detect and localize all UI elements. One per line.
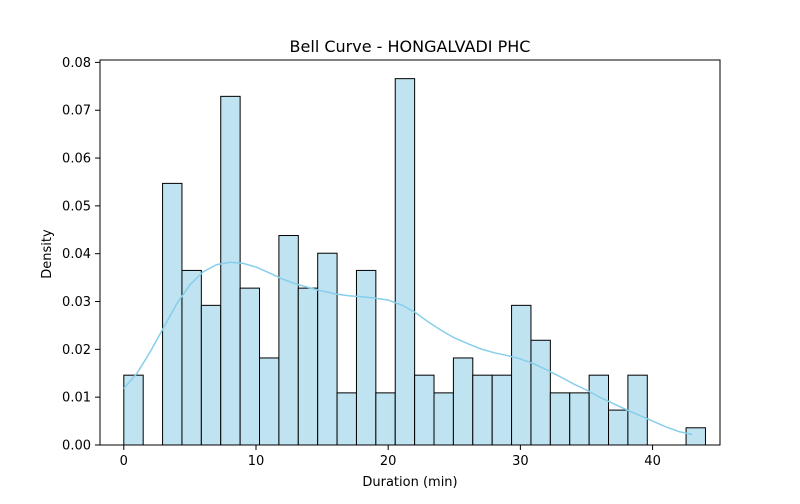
histogram-bar	[336, 392, 357, 446]
histogram-bar	[452, 357, 474, 446]
histogram-bar	[394, 78, 416, 446]
histogram-bar	[375, 392, 396, 446]
y-tick-label: 0.03	[62, 295, 91, 310]
histogram-bar	[200, 304, 222, 446]
histogram-bar	[569, 392, 590, 446]
histogram-bar	[588, 374, 610, 446]
x-axis-ticks: 0 10 20 30 40	[120, 445, 661, 469]
histogram-bar	[317, 252, 338, 446]
histogram-bar	[685, 427, 706, 446]
x-tick-label: 0	[120, 454, 128, 469]
y-axis-ticks: 0.00 0.01 0.02 0.03 0.04 0.05 0.06 0.07 0.08	[62, 56, 100, 454]
y-tick-label: 0.06	[62, 152, 91, 167]
histogram-bar	[627, 374, 648, 446]
histogram-bar	[181, 269, 202, 446]
chart-title: Bell Curve - HONGALVADI PHC	[290, 37, 531, 56]
y-tick-label: 0.07	[62, 104, 91, 119]
y-tick-label: 0.02	[62, 343, 91, 358]
histogram-bar	[297, 287, 319, 446]
histogram-bar	[491, 374, 513, 446]
x-axis-label: Duration (min)	[362, 475, 457, 490]
histogram-bar	[162, 182, 183, 446]
histogram-bar	[239, 287, 261, 446]
plot-frame	[99, 59, 721, 446]
histogram-bar	[511, 304, 532, 446]
histogram-bar	[433, 392, 454, 446]
y-tick-label: 0.00	[62, 439, 91, 454]
histogram-bar	[608, 409, 629, 446]
histogram-bar	[472, 374, 493, 446]
y-tick-label: 0.04	[62, 247, 91, 262]
histogram-bar	[220, 95, 241, 446]
histogram-bar	[278, 235, 299, 446]
histogram-bar	[414, 374, 435, 446]
histogram-bar	[549, 392, 571, 446]
y-axis-label: Density	[40, 229, 55, 279]
y-tick-label: 0.01	[62, 391, 91, 406]
histogram-bar	[259, 357, 280, 446]
bars-layer	[123, 78, 706, 446]
histogram-bar	[530, 339, 551, 446]
x-tick-label: 40	[644, 454, 661, 469]
x-tick-label: 10	[248, 454, 265, 469]
y-tick-label: 0.05	[62, 199, 91, 214]
x-tick-label: 30	[512, 454, 529, 469]
y-tick-label: 0.08	[62, 56, 91, 71]
kde-curve	[123, 261, 693, 436]
x-tick-label: 20	[380, 454, 397, 469]
